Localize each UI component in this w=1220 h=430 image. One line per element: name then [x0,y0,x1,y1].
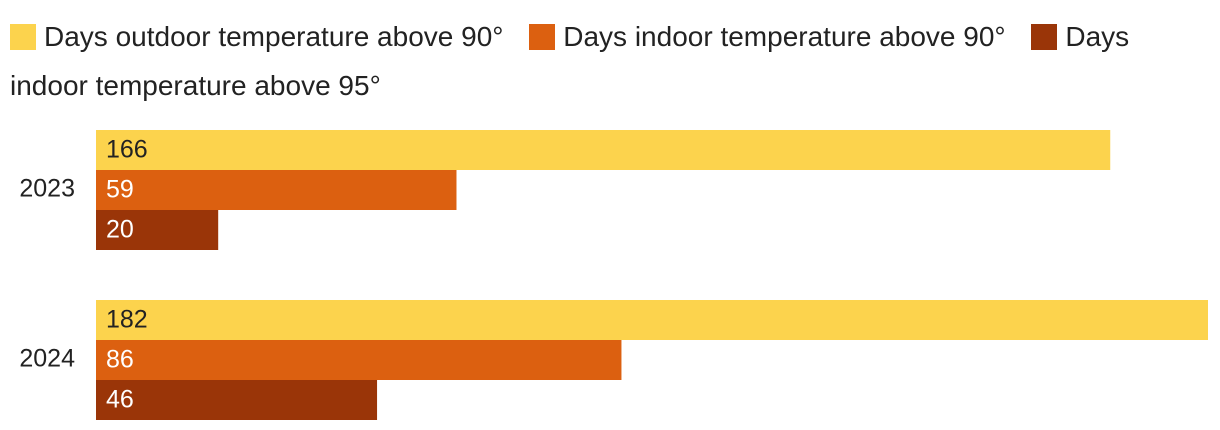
legend-swatch [10,24,36,50]
legend-item-indoor-95: Days indoor temperature above 95° [10,21,1129,101]
data-label-2023-series-0: 166 [106,136,148,164]
legend-label: Days indoor temperature above 95° [10,21,1130,101]
bar-2024-series-2 [96,380,378,420]
legend-swatch [529,24,556,50]
data-label-2024-series-1: 86 [106,346,134,374]
bar-2023-series-1 [96,170,457,210]
bar-2024-series-1 [96,340,622,380]
legend-item-outdoor-90: Days outdoor temperature above 90° [10,21,503,52]
chart-legend: Days outdoor temperature above 90° Days … [10,12,1210,110]
bar-2024-series-0 [96,300,1208,340]
legend-item-indoor-90: Days indoor temperature above 90° [529,21,1006,52]
legend-swatch [1031,24,1058,50]
data-label-2023-series-1: 59 [106,176,134,204]
legend-label: Days indoor temperature above 90° [563,21,1006,52]
data-label-2024-series-0: 182 [106,306,148,334]
data-label-2023-series-2: 20 [106,216,134,244]
legend-label: Days outdoor temperature above 90° [44,21,504,52]
bar-2023-series-0 [96,130,1111,170]
category-label-2023: 2023 [19,175,75,203]
data-label-2024-series-2: 46 [106,386,134,414]
bar-2023-series-2 [96,210,219,250]
category-label-2024: 2024 [19,345,75,373]
